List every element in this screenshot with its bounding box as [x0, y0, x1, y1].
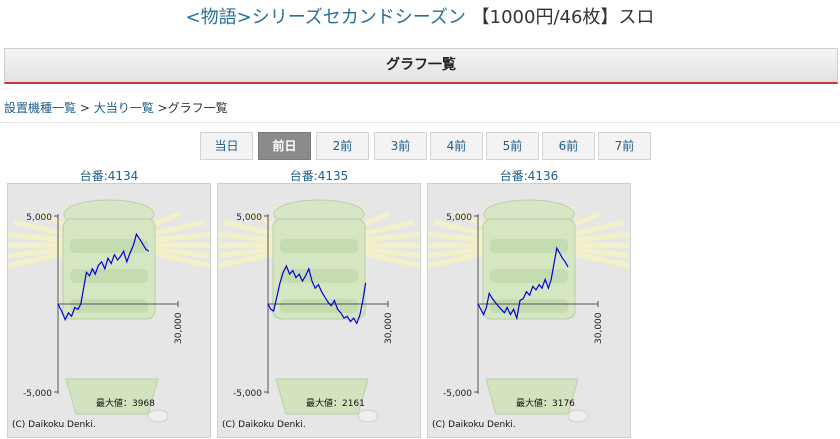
y-tick-label-max: 5,000	[26, 213, 52, 223]
max-value-label: 最大値：3176	[516, 397, 575, 409]
graph-canvas: 5,000 -5,000 30,000 最大値：3968 (C) Daikoku Den…	[8, 199, 210, 430]
breadcrumb-current: グラフ一覧	[167, 101, 228, 115]
slump-line	[57, 232, 150, 322]
background-shape	[357, 409, 379, 423]
background-shape	[490, 239, 568, 253]
background-shape	[147, 409, 169, 423]
y-tick-label-max: 5,000	[236, 213, 262, 223]
background-shape	[280, 269, 358, 283]
background-shape	[70, 269, 148, 283]
background-shape	[490, 269, 568, 283]
tab-6-days-ago[interactable]: 6前	[542, 132, 595, 160]
background-shape	[70, 239, 148, 253]
tab-today[interactable]: 当日	[200, 132, 253, 160]
page-title: <物語>シリーズセカンドシーズン 【1000円/46枚】スロ	[0, 0, 840, 40]
slump-graph[interactable]: 5,000 -5,000 30,000 最大値：3176 (C) Daikoku Den…	[427, 183, 631, 438]
breadcrumb-jackpot-list[interactable]: 大当り一覧	[93, 101, 154, 115]
breadcrumb-separator: >	[76, 101, 90, 115]
x-tick-label: 30,000	[384, 312, 394, 344]
copyright-label: (C) Daikoku Denki.	[432, 420, 516, 430]
tab-5-days-ago[interactable]: 5前	[486, 132, 539, 160]
breadcrumb: 設置機種一覧 > 大当り一覧 >グラフ一覧	[4, 99, 228, 116]
section-title-bar: グラフ一覧	[4, 48, 838, 84]
background-shape	[70, 299, 148, 313]
background-shape	[280, 239, 358, 253]
machine-title-link[interactable]: <物語>シリーズセカンドシーズン	[185, 7, 466, 28]
slump-line	[267, 264, 367, 325]
max-value-label: 最大値：2161	[306, 397, 365, 409]
background-shape	[567, 409, 589, 423]
machine-number-link[interactable]: 台番:4134	[79, 169, 139, 183]
divider	[0, 122, 840, 123]
copyright-label: (C) Daikoku Denki.	[12, 420, 96, 430]
tab-7-days-ago[interactable]: 7前	[598, 132, 651, 160]
graph-background-art	[428, 199, 630, 423]
tab-3-days-ago[interactable]: 3前	[374, 132, 427, 160]
machine-number-link[interactable]: 台番:4136	[499, 169, 559, 183]
copyright-label: (C) Daikoku Denki.	[222, 420, 306, 430]
graph-canvas: 5,000 -5,000 30,000 最大値：2161 (C) Daikoku Den…	[218, 199, 420, 430]
x-tick-label: 30,000	[594, 312, 604, 344]
graph-background-art	[8, 199, 210, 423]
machine-title-rate: 【1000円/46枚】スロ	[471, 7, 655, 28]
machine-number-link[interactable]: 台番:4135	[289, 169, 349, 183]
tab-2-days-ago[interactable]: 2前	[316, 132, 369, 160]
x-tick-label: 30,000	[174, 312, 184, 344]
y-tick-label-min: -5,000	[23, 389, 52, 399]
y-tick-label-min: -5,000	[443, 389, 472, 399]
y-tick-label-min: -5,000	[233, 389, 262, 399]
graph-canvas: 5,000 -5,000 30,000 最大値：3176 (C) Daikoku Den…	[428, 199, 630, 430]
max-value-label: 最大値：3968	[96, 397, 155, 409]
tab-previous-day[interactable]: 前日	[258, 132, 311, 160]
tab-4-days-ago[interactable]: 4前	[430, 132, 483, 160]
slump-graph[interactable]: 5,000 -5,000 30,000 最大値：2161 (C) Daikoku Den…	[217, 183, 421, 438]
slump-line	[477, 246, 569, 321]
background-shape	[490, 299, 568, 313]
y-tick-label-max: 5,000	[446, 213, 472, 223]
breadcrumb-separator: >	[153, 101, 168, 115]
breadcrumb-machine-list[interactable]: 設置機種一覧	[4, 101, 77, 115]
background-shape	[280, 299, 358, 313]
slump-graph[interactable]: 5,000 -5,000 30,000 最大値：3968 (C) Daikoku Den…	[7, 183, 211, 438]
